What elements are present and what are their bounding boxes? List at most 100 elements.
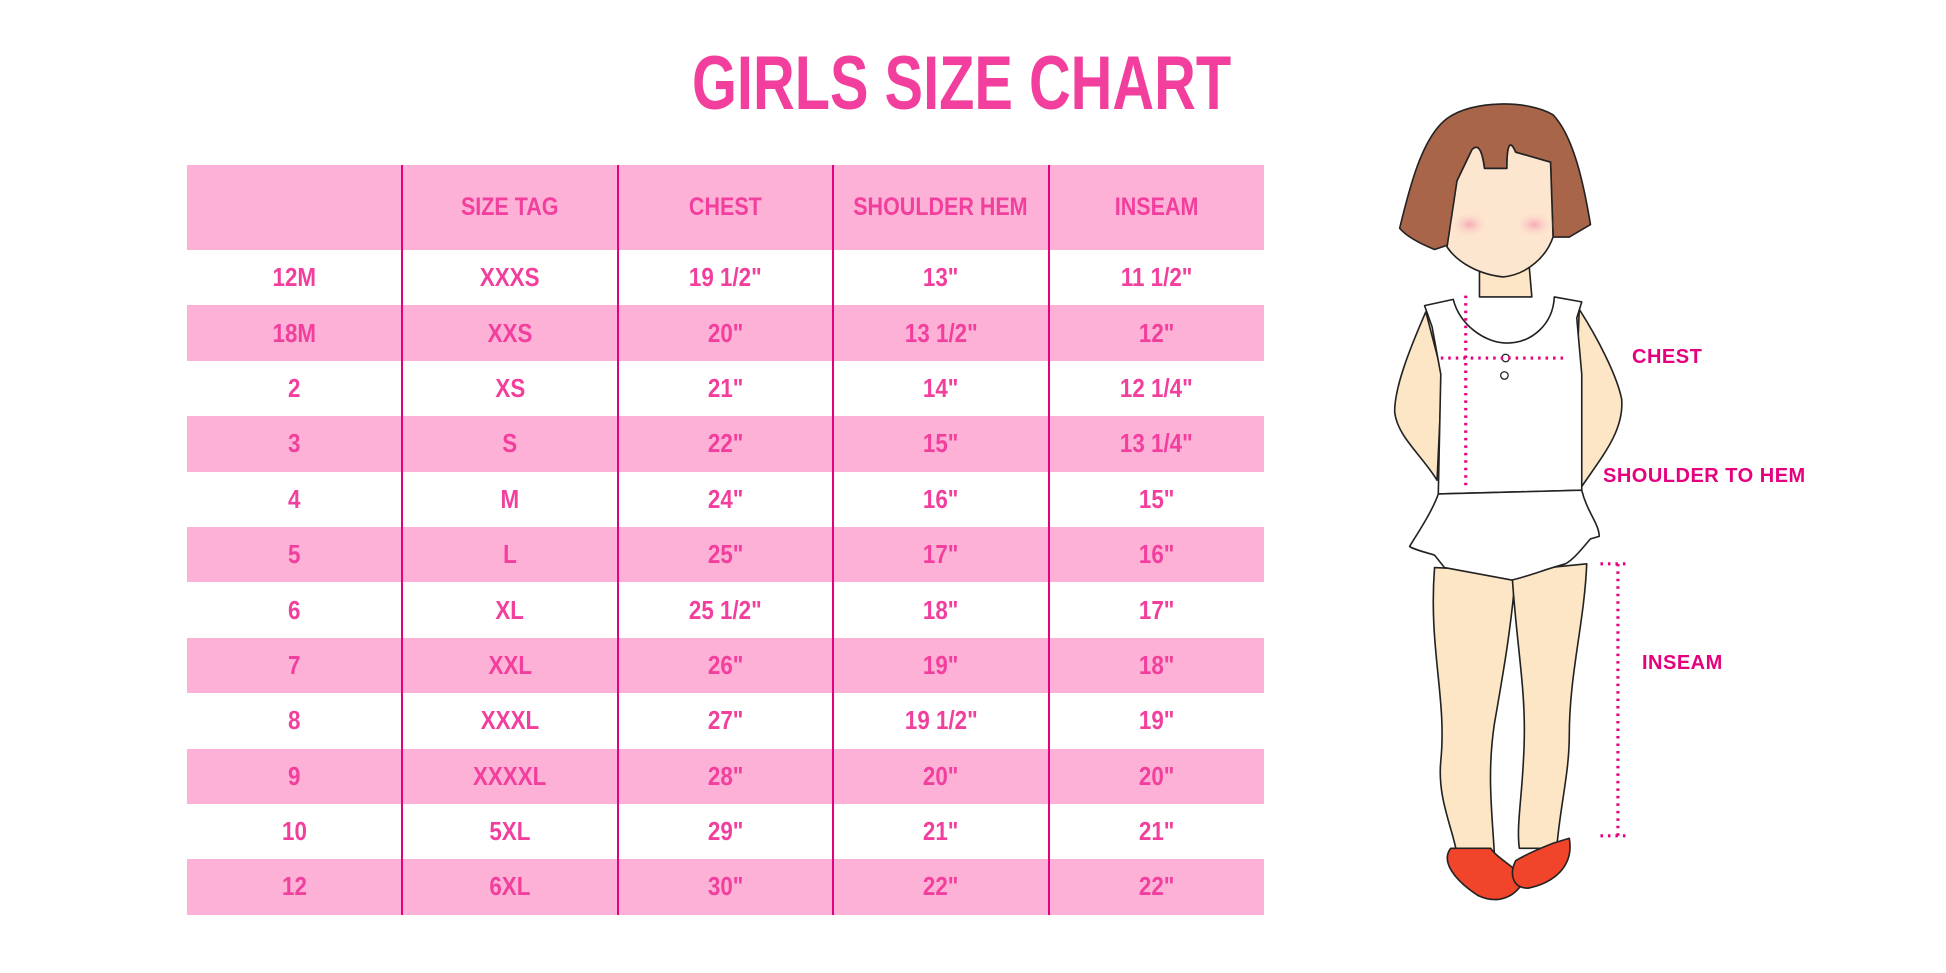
cell-value: 20": [923, 760, 959, 791]
cell-value: S: [502, 428, 518, 459]
right-leg: [1511, 563, 1588, 850]
cell-value: 6: [288, 594, 301, 625]
cell-value: 16": [923, 483, 959, 514]
cell-value: XXXS: [480, 262, 540, 293]
table-cell: 7: [187, 638, 402, 693]
table-row: 2 XS 21" 14" 12 1/4": [187, 360, 1264, 417]
column-divider: [832, 165, 835, 915]
table-cell: 30": [618, 859, 833, 914]
chest-label: CHEST: [1632, 346, 1703, 368]
header-label: SHOULDER HEM: [853, 193, 1029, 221]
button-icon: [1500, 371, 1509, 380]
header-cell: SHOULDER HEM: [833, 165, 1048, 250]
header-label: SIZE TAG: [461, 193, 559, 221]
table-cell: 16": [833, 472, 1048, 527]
table-row: 8 XXXL 27" 19 1/2" 19": [187, 693, 1264, 749]
table-cell: 8: [187, 693, 402, 748]
table-cell: 19": [1049, 693, 1264, 748]
cell-value: 25 1/2": [689, 594, 762, 625]
table-cell: 13": [833, 250, 1048, 305]
cell-value: 28": [707, 760, 744, 791]
cell-value: 22": [707, 428, 744, 459]
table-cell: 17": [1049, 582, 1264, 637]
cell-value: 20": [707, 317, 744, 348]
header-cell: SIZE TAG: [402, 165, 617, 250]
table-cell: 27": [618, 693, 833, 748]
table-cell: 13 1/4": [1049, 416, 1264, 471]
right-arm: [1575, 308, 1623, 488]
cell-value: 13": [923, 262, 959, 293]
cell-value: XXXL: [480, 705, 540, 736]
cell-value: 11 1/2": [1120, 262, 1193, 293]
cell-value: 18": [1138, 649, 1174, 680]
left-shoe: [1446, 847, 1526, 901]
inseam-label: INSEAM: [1642, 652, 1723, 674]
right-shoe: [1511, 837, 1571, 889]
cell-value: 3: [288, 428, 301, 459]
cell-value: 18": [923, 594, 959, 625]
table-row: 5 L 25" 17" 16": [187, 526, 1264, 583]
table-cell: 15": [833, 416, 1048, 471]
cell-value: XS: [495, 372, 525, 403]
cell-value: 6XL: [489, 871, 531, 902]
table-row: 7 XXL 26" 19" 18": [187, 637, 1264, 694]
table-cell: 21": [833, 804, 1048, 859]
table-cell: 11 1/2": [1049, 250, 1264, 305]
right-cheek: [1514, 210, 1555, 239]
cell-value: 21": [923, 816, 959, 847]
cell-value: 4: [288, 483, 301, 514]
skirt: [1408, 489, 1601, 581]
table-cell: 5: [187, 527, 402, 582]
table-cell: 25": [618, 527, 833, 582]
table-cell: 19 1/2": [618, 250, 833, 305]
table-row: 10 5XL 29" 21" 21": [187, 803, 1264, 860]
table-cell: 22": [833, 859, 1048, 914]
cell-value: 18M: [272, 317, 317, 348]
header-cell: [187, 165, 402, 250]
cell-value: 20": [1138, 760, 1174, 791]
table-cell: M: [402, 472, 617, 527]
shirt: [1423, 296, 1583, 495]
cell-value: 5: [288, 539, 301, 570]
cell-value: 17": [1138, 594, 1174, 625]
header-label: INSEAM: [1114, 193, 1199, 221]
hair: [1398, 103, 1592, 251]
table-cell: XXXL: [402, 693, 617, 748]
table-cell: 12": [1049, 305, 1264, 360]
table-cell: 10: [187, 804, 402, 859]
cell-value: 10: [282, 816, 308, 847]
cell-value: 27": [707, 705, 744, 736]
table-cell: 6: [187, 582, 402, 637]
cell-value: 8: [288, 705, 301, 736]
cell-value: 14": [923, 372, 959, 403]
table-row: 6 XL 25 1/2" 18" 17": [187, 582, 1264, 638]
table-cell: 18M: [187, 305, 402, 360]
column-divider: [401, 165, 404, 915]
cell-value: XXL: [488, 649, 532, 680]
table-cell: 22": [618, 416, 833, 471]
table-cell: 21": [1049, 804, 1264, 859]
cell-value: 16": [1138, 539, 1174, 570]
cell-value: 13 1/2": [904, 317, 978, 348]
table-cell: 24": [618, 472, 833, 527]
table-cell: 13 1/2": [833, 305, 1048, 360]
cell-value: 12": [1138, 317, 1174, 348]
cell-value: 15": [1138, 483, 1174, 514]
cell-value: 25": [707, 539, 744, 570]
cell-value: 15": [923, 428, 959, 459]
cell-value: 22": [923, 871, 959, 902]
table-row: 18M XXS 20" 13 1/2" 12": [187, 305, 1264, 361]
table-cell: XXXXL: [402, 749, 617, 804]
table-cell: 19 1/2": [833, 693, 1048, 748]
table-cell: 12 1/4": [1049, 361, 1264, 416]
table-row: 12 6XL 30" 22" 22": [187, 859, 1264, 915]
cell-value: 22": [1138, 871, 1174, 902]
left-arm: [1393, 311, 1443, 482]
table-cell: 2: [187, 361, 402, 416]
table-cell: 9: [187, 749, 402, 804]
cell-value: 21": [1138, 816, 1174, 847]
table-cell: 25 1/2": [618, 582, 833, 637]
shoulder-to-hem-label: SHOULDER TO HEM: [1603, 465, 1806, 487]
cell-value: 12: [282, 871, 308, 902]
table-cell: 16": [1049, 527, 1264, 582]
